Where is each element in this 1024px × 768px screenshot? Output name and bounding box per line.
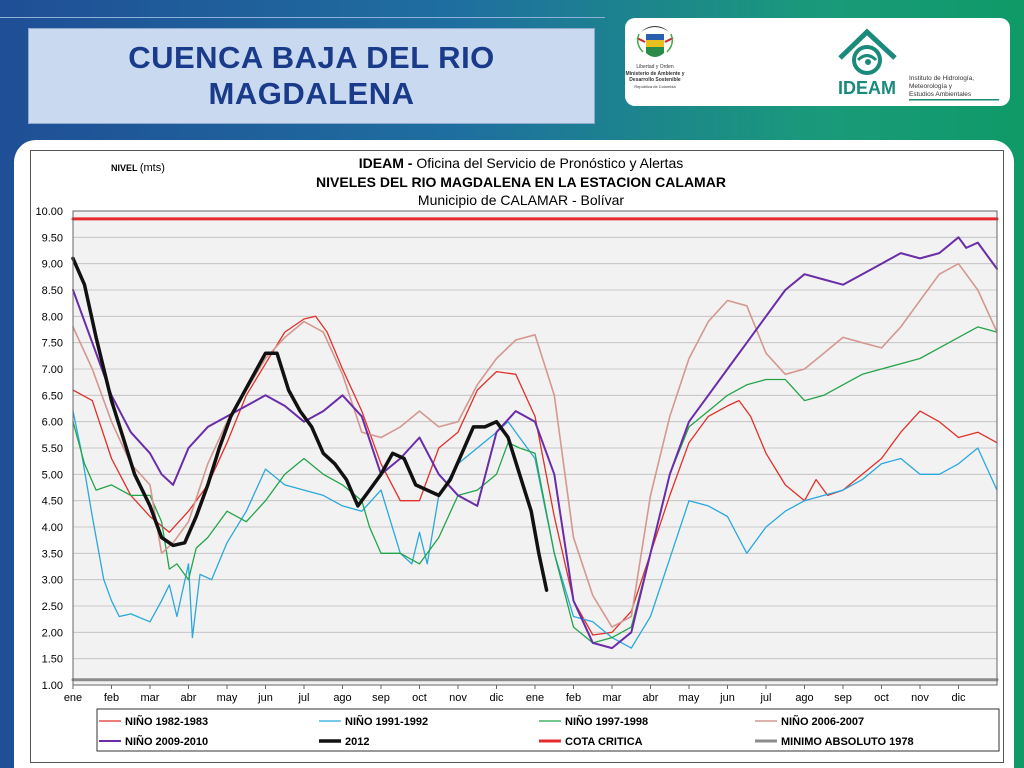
y-tick-label: 3.00 <box>42 575 63 587</box>
x-tick-label: may <box>217 692 238 704</box>
ideam-sub-2: Meteorología y <box>909 83 953 90</box>
x-tick-label: oct <box>874 692 889 704</box>
y-tick-label: 4.00 <box>42 522 63 534</box>
y-tick-label: 5.00 <box>42 469 63 481</box>
gov-line-4: República de Colombia <box>634 84 676 89</box>
legend-label: COTA CRITICA <box>565 736 643 748</box>
y-tick-label: 4.50 <box>42 496 63 508</box>
x-tick-label: abr <box>643 692 659 704</box>
plot-border <box>72 210 998 686</box>
series-line-ni-o-2009-2010 <box>72 236 998 650</box>
ideam-wordmark: IDEAM <box>838 78 896 98</box>
y-tick-label: 6.00 <box>42 417 63 429</box>
chart-title-1: IDEAM - Oficina del Servicio de Pronósti… <box>359 155 683 171</box>
logo-panel: Libertad y Orden Ministerio de Ambiente … <box>625 18 1010 106</box>
x-tick-label: nov <box>449 692 467 704</box>
series-line-2012 <box>71 256 549 592</box>
chart-frame: IDEAM - Oficina del Servicio de Pronósti… <box>30 150 1004 763</box>
y-tick-label: 5.50 <box>42 443 63 455</box>
legend-box <box>96 708 1000 752</box>
legend: NIÑO 1982-1983 NIÑO 1991-1992 NIÑO 1997-19… <box>96 708 1000 752</box>
x-tick-label: feb <box>104 692 119 704</box>
logos-svg: Libertad y Orden Ministerio de Ambiente … <box>626 26 999 101</box>
gov-line-2: Ministerio de Ambiente y <box>626 71 685 77</box>
x-tick-label: nov <box>911 692 929 704</box>
series-line-ni-o-2006-2007 <box>72 262 998 628</box>
legend-label: NIÑO 2006-2007 <box>781 715 864 728</box>
y-tick-labels: 10.00 9.50 9.00 8.50 8.00 7.50 7.00 6.50 6.00 5.5… <box>35 206 63 692</box>
slide-title: CUENCA BAJA DEL RIO MAGDALENA <box>28 28 595 124</box>
x-tick-label: oct <box>412 692 427 704</box>
x-tick-label: feb <box>566 692 581 704</box>
river-level-chart: IDEAM - Oficina del Servicio de Pronósti… <box>35 155 1000 752</box>
y-tick-label: 8.00 <box>42 311 63 323</box>
y-tick-label: 10.00 <box>35 206 63 218</box>
slide-title-line2: MAGDALENA <box>208 76 415 111</box>
slide-title-line1: CUENCA BAJA DEL RIO <box>128 40 495 75</box>
x-tick-label: jun <box>719 692 735 704</box>
x-tick-label: ago <box>333 692 351 704</box>
series-lines <box>71 217 999 682</box>
y-tick-label: 2.50 <box>42 601 63 613</box>
y-tick-label: 7.00 <box>42 364 63 376</box>
y-tick-label: 1.50 <box>42 654 63 666</box>
x-tick-label: sep <box>372 692 390 704</box>
x-tick-label: sep <box>834 692 852 704</box>
coat-of-arms-icon <box>636 26 674 57</box>
x-tick-label: dic <box>489 692 504 704</box>
y-tick-label: 1.00 <box>42 680 63 692</box>
y-tick-label: 9.50 <box>42 232 63 244</box>
y-tick-label: 6.50 <box>42 390 63 402</box>
legend-label: NIÑO 1991-1992 <box>345 715 428 728</box>
x-tick-label: dic <box>951 692 966 704</box>
y-tick-label: 8.50 <box>42 285 63 297</box>
x-tick-label: ene <box>64 692 82 704</box>
x-tick-label: ago <box>795 692 813 704</box>
x-tick-label: mar <box>603 692 622 704</box>
legend-label: NIÑO 2009-2010 <box>125 735 208 748</box>
x-tick-label: jun <box>257 692 273 704</box>
y-tick-label: 9.00 <box>42 259 63 271</box>
y-tick-label: 7.50 <box>42 338 63 350</box>
grid <box>73 210 997 686</box>
series-line-ni-o-1997-1998 <box>72 326 998 644</box>
ideam-sub-3: Estudios Ambientales <box>909 91 972 98</box>
x-tick-label: jul <box>297 692 309 704</box>
chart-title: NIVELES DEL RIO MAGDALENA EN LA ESTACION… <box>316 174 726 190</box>
x-tick-labels: ene feb mar abr may jun jul ago sep oct nov dic ene f… <box>64 685 966 704</box>
legend-label: NIÑO 1997-1998 <box>565 715 648 728</box>
chart-subtitle: Municipio de CALAMAR - Bolívar <box>418 192 625 208</box>
ideam-logo-icon <box>838 28 897 75</box>
legend-label: 2012 <box>345 736 369 748</box>
y-tick-label: 2.00 <box>42 627 63 639</box>
legend-label: MINIMO ABSOLUTO 1978 <box>781 736 914 748</box>
top-rule <box>0 17 605 18</box>
legend-label: NIÑO 1982-1983 <box>125 715 208 728</box>
y-tick-label: 3.50 <box>42 548 63 560</box>
x-tick-label: ene <box>526 692 544 704</box>
gov-line-3: Desarrollo Sostenible <box>629 77 681 83</box>
y-axis-label: NIVEL (mts) <box>111 162 165 174</box>
x-tick-label: mar <box>141 692 160 704</box>
x-tick-label: jul <box>759 692 771 704</box>
gov-line-1: Libertad y Orden <box>636 64 673 70</box>
x-tick-label: abr <box>181 692 197 704</box>
ideam-sub-1: Instituto de Hidrología, <box>909 75 974 82</box>
x-tick-label: may <box>679 692 700 704</box>
